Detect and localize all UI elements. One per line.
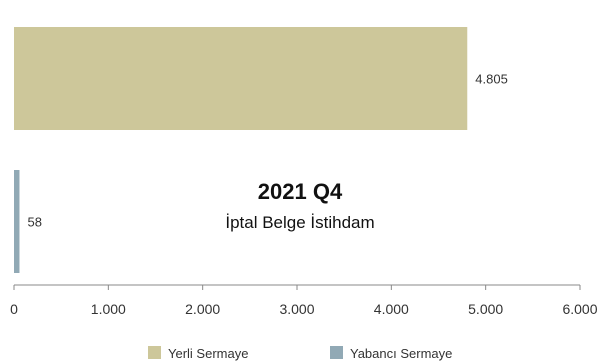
chart-title: 2021 Q4 [258, 179, 343, 204]
legend-label: Yerli Sermaye [168, 346, 248, 361]
x-tick-label: 2.000 [185, 301, 220, 317]
legend-label: Yabancı Sermaye [350, 346, 452, 361]
x-tick-label: 0 [10, 301, 18, 317]
data-label-yabanci-sermaye: 58 [27, 215, 41, 230]
legend: Yerli Sermaye Yabancı Sermaye [148, 346, 452, 361]
x-tick-label: 3.000 [279, 301, 314, 317]
x-tick-label: 5.000 [468, 301, 503, 317]
legend-swatch [148, 346, 161, 359]
legend-swatch [330, 346, 343, 359]
chart-subtitle: İptal Belge İstihdam [225, 213, 374, 232]
bar-yabanci-sermaye [14, 170, 20, 273]
data-labels-group: 4.805 58 [27, 72, 507, 230]
data-label-yerli-sermaye: 4.805 [475, 72, 508, 87]
x-tick-label: 6.000 [562, 301, 597, 317]
x-axis-ticks: 0 1.000 2.000 3.000 4.000 5.000 6.000 [10, 285, 598, 317]
bars-group [14, 27, 468, 273]
legend-item-yabanci-sermaye: Yabancı Sermaye [330, 346, 452, 361]
x-tick-label: 4.000 [374, 301, 409, 317]
x-tick-label: 1.000 [91, 301, 126, 317]
legend-item-yerli-sermaye: Yerli Sermaye [148, 346, 248, 361]
bar-yerli-sermaye [14, 27, 468, 130]
